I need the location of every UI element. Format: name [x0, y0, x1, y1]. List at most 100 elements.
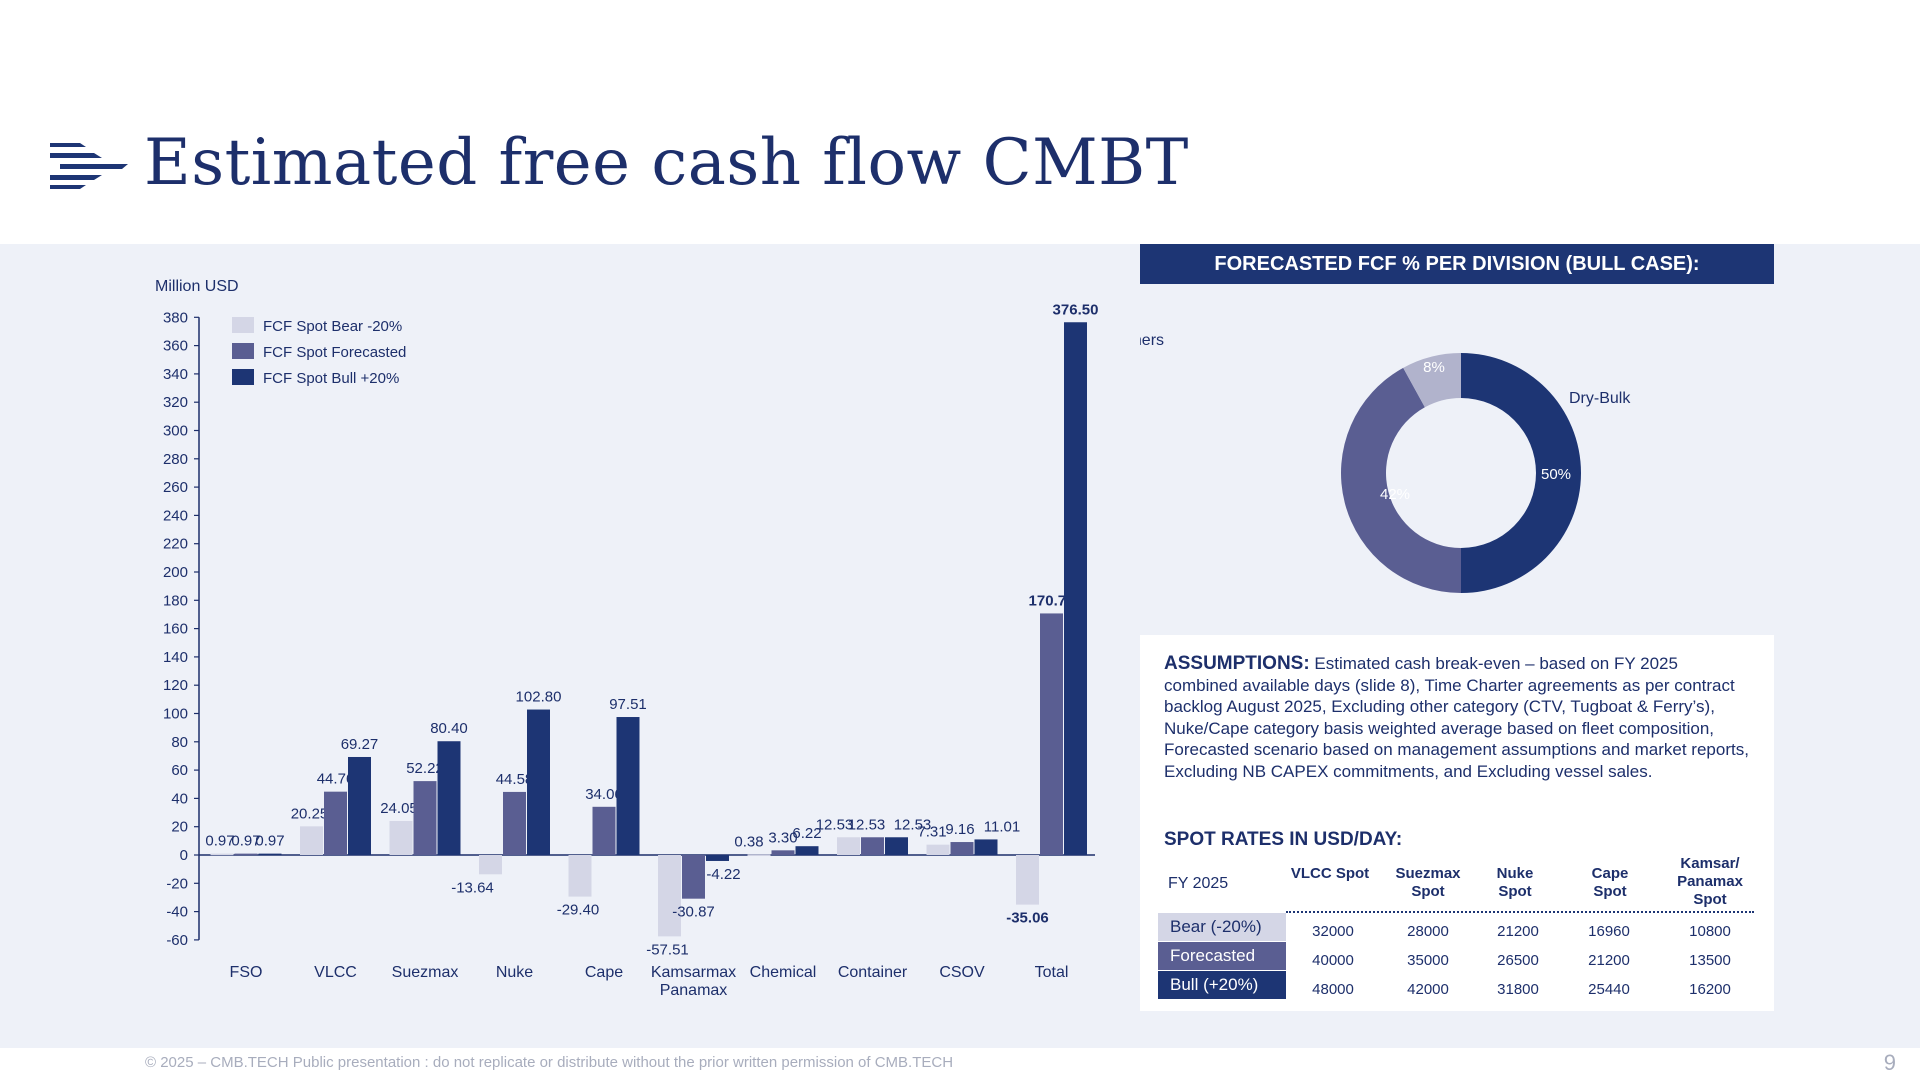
assumptions-heading: ASSUMPTIONS: — [1164, 653, 1310, 674]
x-category-label: FSO — [230, 964, 263, 981]
x-category-label: Kamsarmax — [651, 964, 736, 981]
table-cell: 32000 — [1312, 923, 1354, 940]
y-tick-label: 40 — [171, 790, 188, 807]
bar-1-7 — [861, 837, 884, 855]
data-label: 11.01 — [984, 818, 1020, 835]
donut-slice-others — [1403, 353, 1461, 408]
data-label: 12.53 — [848, 816, 886, 833]
data-label: 7.31 — [917, 824, 946, 841]
bar-2-0 — [258, 853, 282, 856]
y-tick-label: 160 — [163, 621, 188, 638]
data-label: 80.40 — [430, 720, 468, 737]
data-label: 44.76 — [317, 771, 355, 788]
bar-1-9 — [1040, 613, 1063, 855]
bar-0-2 — [389, 820, 413, 855]
assumptions-panel: ASSUMPTIONS: Estimated cash break-even –… — [1140, 635, 1774, 1011]
table-cell: 40000 — [1312, 952, 1354, 969]
col-head-kamsar: Kamsar/ Panamax Spot — [1677, 855, 1743, 908]
y-tick-label: 0 — [180, 847, 188, 864]
data-label: 12.53 — [816, 816, 854, 833]
legend-label: FCF Spot Forecasted — [263, 344, 406, 361]
y-tick-label: 20 — [171, 819, 188, 836]
bar-0-3 — [479, 855, 502, 875]
data-label: 0.38 — [734, 833, 763, 850]
division-donut-chart: Dry-BulkTankersOthers50%42%8% — [1140, 332, 1631, 593]
y-tick-label: 100 — [163, 706, 188, 723]
data-label: -4.22 — [706, 866, 740, 883]
table-header-divider — [1286, 911, 1754, 913]
page-title: Estimated free cash flow CMBT — [144, 126, 1189, 200]
data-label: 52.22 — [406, 760, 444, 777]
data-label: 97.51 — [609, 696, 647, 713]
bar-2-7 — [885, 837, 908, 855]
assumptions-body: Estimated cash break-even – based on FY … — [1164, 654, 1749, 781]
bar-2-2 — [437, 741, 461, 855]
assumptions-text: ASSUMPTIONS: Estimated cash break-even –… — [1164, 653, 1754, 782]
y-tick-label: -20 — [166, 875, 188, 892]
bar-1-8 — [950, 842, 974, 855]
col-head-vlcc: VLCC Spot — [1290, 865, 1370, 882]
donut-value-label: 42% — [1380, 486, 1410, 503]
data-label: 24.05 — [380, 800, 418, 817]
copyright-footer: © 2025 – CMB.TECH Public presentation : … — [145, 1054, 954, 1071]
y-tick-label: 260 — [163, 479, 188, 496]
bar-2-1 — [348, 756, 371, 855]
bar-2-5 — [706, 855, 729, 861]
data-label: 6.22 — [792, 825, 821, 842]
legend-swatch — [232, 369, 254, 385]
y-tick-label: 220 — [163, 536, 188, 553]
donut-slice-dry-bulk — [1461, 353, 1581, 593]
data-label: -29.40 — [557, 902, 600, 919]
table-cell: 42000 — [1407, 981, 1449, 998]
bar-2-4 — [616, 717, 640, 855]
data-label: 20.25 — [291, 805, 329, 822]
bar-0-7 — [837, 837, 860, 855]
col-head-suezmax: Suezmax Spot — [1395, 865, 1461, 900]
y-tick-label: 120 — [163, 677, 188, 694]
bar-2-6 — [795, 846, 819, 855]
table-cell: 21200 — [1588, 952, 1630, 969]
bar-2-8 — [974, 839, 998, 855]
col-head-nuke: Nuke Spot — [1496, 865, 1534, 900]
y-tick-label: 280 — [163, 451, 188, 468]
bar-0-1 — [300, 826, 323, 855]
donut-value-label: 8% — [1423, 359, 1445, 376]
bar-0-6 — [747, 854, 771, 856]
spot-table-corner: FY 2025 — [1168, 875, 1229, 892]
bar-0-9 — [1016, 855, 1039, 905]
table-cell: 35000 — [1407, 952, 1449, 969]
legend-swatch — [232, 317, 254, 333]
bar-1-6 — [771, 850, 795, 855]
row-label-forecasted: Forecasted — [1158, 942, 1286, 970]
bar-0-4 — [568, 855, 592, 897]
donut-title: FORECASTED FCF % PER DIVISION (BULL CASE… — [1140, 244, 1774, 284]
fcf-bar-chart: Million USD -60 -40 -20 0 20 40 60 80 100 120 140 16… — [155, 278, 1098, 999]
donut-value-label: 50% — [1541, 466, 1571, 483]
data-label: 9.16 — [945, 821, 974, 838]
x-category-label: Suezmax — [392, 964, 459, 981]
donut-category-label: Dry-Bulk — [1569, 390, 1631, 407]
footer-background — [0, 1048, 1920, 1080]
row-label-bull: Bull (+20%) — [1158, 971, 1286, 999]
x-category-label: CSOV — [939, 964, 985, 981]
data-label: 0.97 — [231, 833, 260, 850]
y-tick-label: 340 — [163, 366, 188, 383]
data-label: 102.80 — [516, 689, 562, 706]
legend-label: FCF Spot Bull +20% — [263, 370, 399, 387]
donut-slice-tankers — [1341, 367, 1461, 593]
data-label: 0.97 — [255, 833, 284, 850]
spot-rates-title: SPOT RATES IN USD/DAY: — [1164, 829, 1403, 850]
data-label: -35.06 — [1006, 910, 1049, 927]
x-category-label: Total — [1035, 964, 1069, 981]
data-label: 69.27 — [341, 736, 379, 753]
bar-1-2 — [413, 781, 437, 855]
table-cell: 10800 — [1689, 923, 1731, 940]
table-cell: 16200 — [1689, 981, 1731, 998]
x-category-label: Container — [838, 964, 908, 981]
table-cell: 16960 — [1588, 923, 1630, 940]
bar-2-9 — [1064, 322, 1087, 855]
data-label: 12.53 — [894, 816, 932, 833]
data-label: 3.30 — [768, 829, 797, 846]
y-tick-label: -40 — [166, 904, 188, 921]
y-tick-label: 200 — [163, 564, 188, 581]
